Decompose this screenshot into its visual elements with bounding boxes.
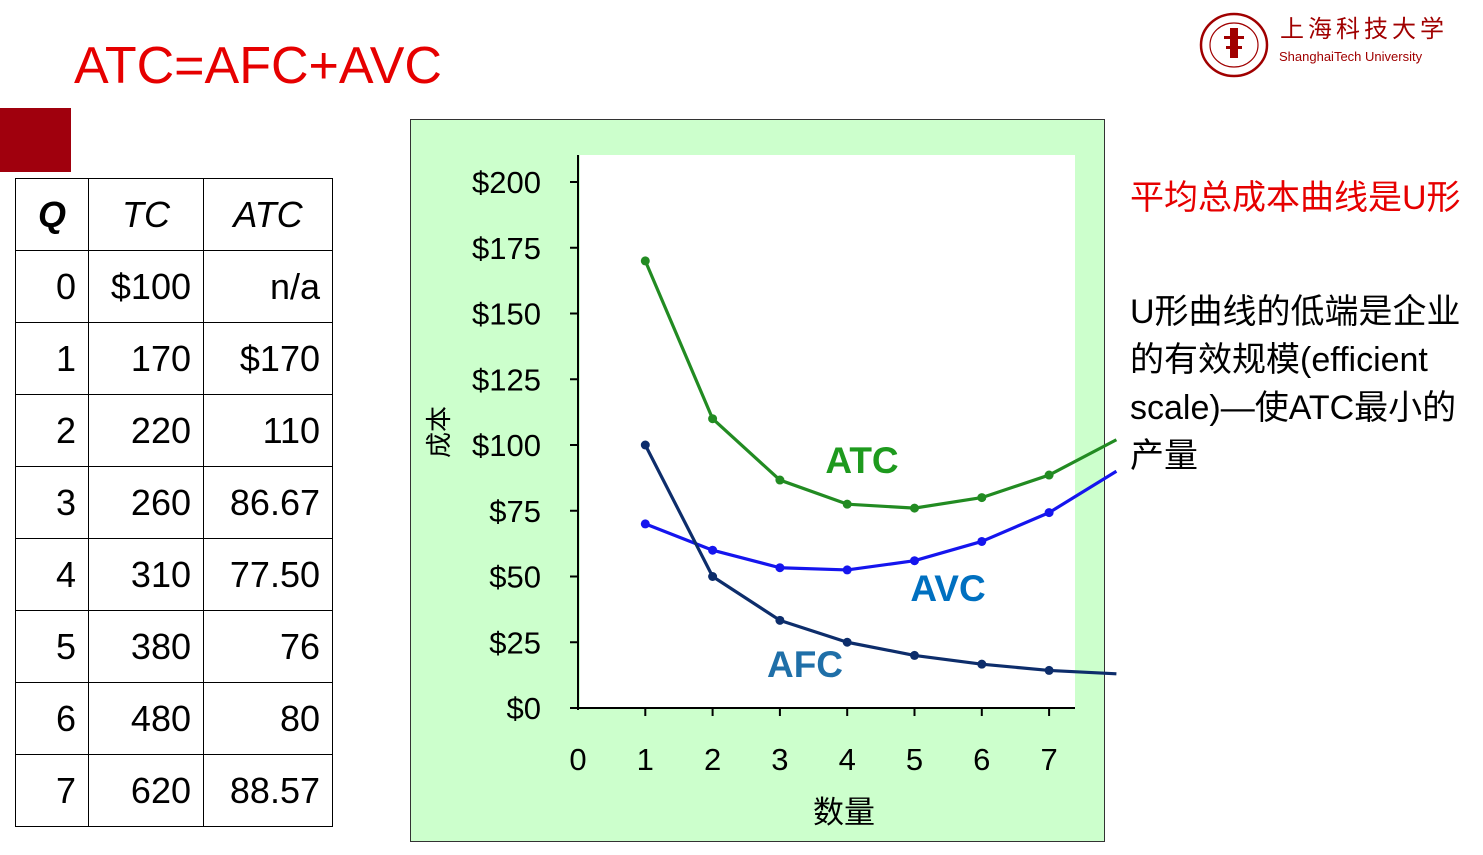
x-tick-label: 2: [704, 742, 721, 777]
data-point-afc: [1044, 665, 1054, 675]
data-point-afc: [775, 615, 785, 625]
data-point-avc: [640, 519, 650, 529]
cell-tc: 170: [88, 322, 204, 395]
table-row: 5 380 76: [15, 610, 333, 683]
cell-atc: 86.67: [203, 466, 333, 539]
series-line-atc: [643, 260, 1118, 510]
cell-tc: 260: [88, 466, 204, 539]
y-tick-label: $75: [489, 494, 541, 529]
series-line-avc: [644, 469, 1118, 572]
data-point-avc: [977, 536, 987, 546]
data-point-atc: [775, 475, 785, 485]
data-point-avc: [842, 565, 852, 575]
y-tick-label: $175: [472, 231, 541, 266]
y-tick-label: $150: [472, 297, 541, 332]
data-point-atc: [640, 256, 650, 266]
table-row: 1 170 $170: [15, 322, 333, 395]
cell-tc: 380: [88, 610, 204, 683]
series-label-avc: AVC: [910, 568, 985, 609]
cell-tc: 310: [88, 538, 204, 611]
table-row: 6 480 80: [15, 682, 333, 755]
data-point-atc: [708, 414, 718, 424]
data-point-avc: [708, 545, 718, 555]
x-tick-label: 3: [771, 742, 788, 777]
y-tick-label: $200: [472, 165, 541, 200]
series-line-afc: [643, 444, 1117, 676]
data-point-atc: [910, 503, 919, 513]
data-point-atc: [842, 499, 852, 509]
data-point-afc: [640, 440, 650, 450]
cell-atc: 76: [203, 610, 333, 683]
x-tick-label: 0: [569, 742, 586, 777]
cell-q: 7: [15, 754, 89, 827]
cost-table: Q TC ATC 0 $100 n/a 1 170 $170 2 220 110 3 260 8…: [15, 178, 333, 827]
data-point-avc: [775, 563, 785, 573]
university-seal-icon: [1199, 12, 1269, 78]
y-tick-label: $50: [489, 560, 541, 595]
x-tick-label: 7: [1040, 742, 1057, 777]
header-q: Q: [15, 178, 89, 251]
accent-block: [0, 108, 71, 172]
x-tick-label: 4: [839, 742, 856, 777]
data-point-afc: [708, 572, 718, 581]
series-label-atc: ATC: [825, 440, 898, 481]
table-row: 3 260 86.67: [15, 466, 333, 539]
cell-atc: 80: [203, 682, 333, 755]
cell-tc: 480: [88, 682, 204, 755]
x-tick-label: 6: [973, 742, 990, 777]
header-tc: TC: [88, 178, 204, 251]
data-point-afc: [977, 659, 987, 669]
table-header-row: Q TC ATC: [15, 178, 333, 251]
cell-q: 0: [15, 250, 89, 323]
data-point-atc: [977, 493, 987, 503]
y-axis-label: 成本: [425, 406, 455, 458]
slide-title: ATC=AFC+AVC: [74, 37, 442, 95]
data-point-avc: [1044, 508, 1054, 518]
data-point-avc: [910, 556, 919, 566]
header-atc: ATC: [203, 178, 333, 251]
cell-q: 2: [15, 394, 89, 467]
y-tick-label: $25: [489, 625, 541, 660]
plot-area: [580, 155, 1075, 708]
note-efficient-scale: U形曲线的低端是企业的有效规模(efficient scale)—使ATC最小的…: [1130, 293, 1461, 475]
data-point-atc: [1044, 470, 1054, 480]
cell-atc: $170: [203, 322, 333, 395]
data-point-afc: [910, 650, 919, 660]
y-tick-label: $100: [472, 428, 541, 463]
series-label-afc: AFC: [767, 644, 843, 685]
x-axis-label: 数量: [813, 795, 875, 831]
data-point-afc: [842, 637, 852, 647]
cell-q: 1: [15, 322, 89, 395]
y-tick-label: $0: [507, 691, 541, 726]
cell-atc: 77.50: [203, 538, 333, 611]
cell-tc: $100: [88, 250, 204, 323]
logo-name-cn: 上海科技大学: [1280, 16, 1448, 43]
note-u-shape: 平均总成本曲线是U形: [1130, 179, 1461, 217]
y-tick-label: $125: [472, 362, 541, 397]
table-row: 7 620 88.57: [15, 754, 333, 827]
logo-name-en: ShanghaiTech University: [1279, 49, 1423, 64]
x-tick-label: 1: [637, 742, 654, 777]
table-row: 2 220 110: [15, 394, 333, 467]
cell-q: 3: [15, 466, 89, 539]
table-row: 4 310 77.50: [15, 538, 333, 611]
x-tick-label: 5: [906, 742, 923, 777]
cell-atc: 88.57: [203, 754, 333, 827]
cell-q: 6: [15, 682, 89, 755]
